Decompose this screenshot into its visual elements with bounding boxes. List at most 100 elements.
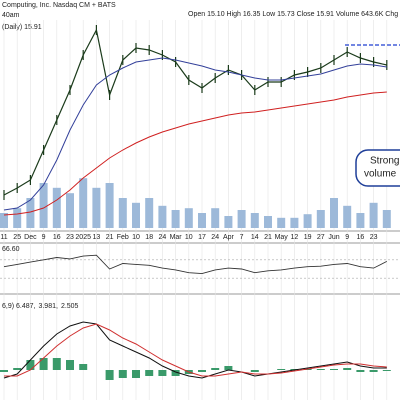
x-tick-label: 24 xyxy=(159,234,167,241)
volume-bar xyxy=(316,210,325,228)
volume-bar xyxy=(264,216,272,228)
x-tick-label: 9 xyxy=(42,234,46,241)
x-tick-label: 10 xyxy=(185,234,193,241)
volume-bar xyxy=(330,198,338,228)
x-tick-label: Jun xyxy=(328,234,339,241)
time: 40am xyxy=(2,12,20,19)
macd-histogram xyxy=(39,358,48,370)
x-tick-label: Feb xyxy=(117,234,129,241)
macd-histogram xyxy=(26,360,35,370)
macd-histogram xyxy=(145,370,154,376)
x-tick-label: 7 xyxy=(240,234,244,241)
volume-bar xyxy=(13,208,22,228)
macd-histogram xyxy=(211,368,220,370)
price-line xyxy=(3,28,387,196)
x-tick-label: 19 xyxy=(304,234,312,241)
macd-line xyxy=(4,323,387,377)
volume-bar xyxy=(237,210,246,228)
x-tick-label: 14 xyxy=(251,234,259,241)
macd-label: 2.505 xyxy=(61,303,79,310)
rsi-line xyxy=(3,254,388,275)
quote: Open 15.10 High 16.35 Low 15.73 Close 15… xyxy=(188,11,398,18)
macd-histogram xyxy=(250,370,259,372)
macd-line xyxy=(3,321,387,379)
price-line xyxy=(3,91,387,216)
macd-histogram xyxy=(0,370,8,372)
x-tick-label: 23 xyxy=(66,234,74,241)
annotation-box xyxy=(355,149,400,187)
volume-bar xyxy=(145,198,154,228)
x-tick-label: 13 xyxy=(93,234,101,241)
x-tick-label: 10 xyxy=(132,234,140,241)
macd-histogram xyxy=(158,370,167,376)
volume-bar xyxy=(66,193,74,228)
x-tick-label: May xyxy=(275,234,289,241)
rsi-label: 66.60 xyxy=(2,246,20,253)
x-tick-label: 11 xyxy=(0,234,7,241)
volume-bar xyxy=(105,183,114,228)
x-tick-label: 21 xyxy=(264,234,272,241)
volume-bar xyxy=(158,205,167,228)
volume-bar xyxy=(290,217,299,228)
macd-histogram xyxy=(382,370,391,371)
macd-histogram xyxy=(118,370,127,378)
macd-histogram xyxy=(52,358,61,370)
macd-histogram xyxy=(369,370,378,372)
macd-histogram xyxy=(13,368,22,370)
volume-bar xyxy=(39,183,48,228)
x-tick-label: Dec xyxy=(24,234,37,241)
macd-histogram xyxy=(224,366,233,370)
volume-bar xyxy=(132,202,140,228)
volume-bar xyxy=(0,213,8,228)
macd-histogram xyxy=(198,370,206,372)
volume-bar xyxy=(26,198,35,228)
volume-bar xyxy=(198,213,206,228)
x-tick-label: 16 xyxy=(357,234,365,241)
volume-bar xyxy=(211,208,220,228)
macd-histogram xyxy=(132,370,140,378)
x-tick-label: Apr xyxy=(223,234,235,241)
volume-bar xyxy=(224,216,233,228)
volume-bar xyxy=(92,187,101,228)
macd-histogram xyxy=(79,364,88,370)
annotation-text: volume xyxy=(364,169,397,180)
volume-bar xyxy=(52,187,61,228)
macd-histogram xyxy=(171,370,180,376)
volume-bar xyxy=(303,214,312,228)
volume-bar xyxy=(356,213,365,228)
macd-label: 3.981, xyxy=(38,303,58,310)
x-tick-label: Mar xyxy=(170,234,183,241)
macd-histogram xyxy=(66,360,74,370)
x-tick-label: 9 xyxy=(345,234,349,241)
x-tick-label: 18 xyxy=(145,234,153,241)
volume-bar xyxy=(118,198,127,228)
macd-histogram xyxy=(316,369,325,370)
volume-bar xyxy=(382,210,391,228)
x-tick-label: 23 xyxy=(370,234,378,241)
company: Computing, Inc. Nasdaq CM + BATS xyxy=(2,2,116,9)
volume-bar xyxy=(171,210,180,228)
volume-bar xyxy=(277,217,286,228)
price-line xyxy=(3,57,387,211)
x-tick-label: 16 xyxy=(53,234,61,241)
macd-histogram xyxy=(356,370,365,372)
volume-bar xyxy=(250,213,259,228)
x-tick-label: 27 xyxy=(317,234,325,241)
volume-bar xyxy=(79,178,88,228)
x-tick-label: 2025 xyxy=(75,234,91,241)
macd-histogram xyxy=(330,369,338,370)
macd-label: 6,9) 6.487, xyxy=(2,303,36,310)
price-legend: (Daily) 15.91 xyxy=(2,24,42,31)
x-tick-label: 25 xyxy=(13,234,21,241)
macd-histogram xyxy=(105,370,114,380)
x-tick-label: 12 xyxy=(291,234,299,241)
x-tick-label: 24 xyxy=(211,234,219,241)
volume-bar xyxy=(343,205,352,228)
volume-bar xyxy=(184,208,193,228)
x-tick-label: 17 xyxy=(198,234,206,241)
macd-histogram xyxy=(277,369,286,370)
annotation-text: Strong xyxy=(370,156,399,167)
macd-histogram xyxy=(343,368,352,370)
x-tick-label: 21 xyxy=(106,234,114,241)
